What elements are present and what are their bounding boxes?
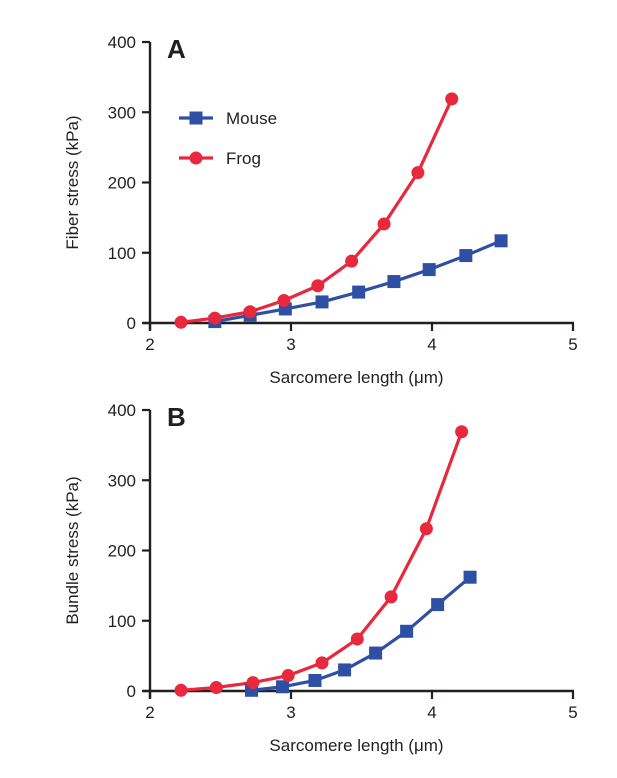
panel-b-mouse-point xyxy=(369,646,383,660)
panel-a-mouse-point xyxy=(315,295,329,309)
panel-b-mouse-point xyxy=(276,680,290,694)
panel-a-frog-point xyxy=(174,315,188,329)
panel-b-frog-point xyxy=(209,680,223,694)
panel-a-mouse-point xyxy=(352,285,366,299)
panel-b-frog-point xyxy=(350,632,364,646)
panel-b-mouse-point xyxy=(308,673,322,687)
panel-a-frog-point xyxy=(377,217,391,231)
panel-b-y-tick-label: 100 xyxy=(108,612,136,631)
panel-a-y-tick-label: 200 xyxy=(108,174,136,193)
panel-a-frog-point xyxy=(345,254,359,268)
panel-b-x-tick-label: 3 xyxy=(286,703,295,722)
legend-frog-marker xyxy=(189,151,203,165)
legend-frog-label: Frog xyxy=(226,149,261,168)
panel-a-frog-point xyxy=(411,166,425,180)
panel-a-label: A xyxy=(167,34,186,64)
panel-b-frog-point xyxy=(315,656,329,670)
panel-a-x-axis-title: Sarcomere length (μm) xyxy=(269,368,443,387)
panel-a-x-tick-label: 3 xyxy=(286,335,295,354)
panel-b-frog-point xyxy=(246,676,260,690)
panel-b-y-axis-title: Bundle stress (kPa) xyxy=(63,476,82,624)
panel-b-x-axis-title: Sarcomere length (μm) xyxy=(269,736,443,755)
panel-a-x-tick-label: 5 xyxy=(568,335,577,354)
panel-a-frog-point xyxy=(243,305,257,319)
panel-b-frog-point xyxy=(174,683,188,697)
panel-b-x-tick-label: 4 xyxy=(427,703,436,722)
panel-a-mouse-point xyxy=(422,263,436,277)
panel-b-mouse-point xyxy=(400,624,414,638)
panel-a-mouse-point xyxy=(387,275,401,289)
panel-b-mouse-point xyxy=(431,598,445,612)
panel-a-y-tick-label: 100 xyxy=(108,244,136,263)
panel-a-mouse-point xyxy=(494,234,508,248)
panel-b-mouse-point xyxy=(463,570,477,584)
legend-mouse-marker xyxy=(189,111,203,125)
panel-a-x-tick-label: 4 xyxy=(427,335,436,354)
panel-a-y-tick-label: 300 xyxy=(108,103,136,122)
panel-b-label: B xyxy=(167,402,186,432)
panel-b-frog-point xyxy=(419,522,433,536)
panel-a-frog-point xyxy=(311,279,325,293)
panel-a-y-axis-title: Fiber stress (kPa) xyxy=(63,115,82,249)
panel-b-frog-point xyxy=(281,669,295,683)
panel-b-y-tick-label: 300 xyxy=(108,471,136,490)
panel-b-x-tick-label: 5 xyxy=(568,703,577,722)
panel-a-y-tick-label: 0 xyxy=(127,314,136,333)
panel-b-y-tick-label: 0 xyxy=(127,682,136,701)
panel-a-frog-point xyxy=(208,311,222,325)
panel-a-y-tick-label: 400 xyxy=(108,33,136,52)
panel-a-frog-point xyxy=(445,92,459,106)
panel-b-mouse-point xyxy=(338,663,352,677)
panel-b-frog-point xyxy=(455,425,469,439)
panel-b-x-tick-label: 2 xyxy=(145,703,154,722)
panel-a-frog-point xyxy=(277,294,291,308)
panel-a: 0 100 200 300 400 2 3 4 5 Sarcomere length (μm) Fi… xyxy=(63,33,578,387)
panel-b-y-tick-label: 200 xyxy=(108,542,136,561)
panel-b-y-tick-label: 400 xyxy=(108,401,136,420)
legend-mouse-label: Mouse xyxy=(226,109,277,128)
panel-b-frog-line xyxy=(179,430,464,692)
panel-b-frog-point xyxy=(384,590,398,604)
panel-a-mouse-point xyxy=(459,249,473,263)
panel-a-x-tick-label: 2 xyxy=(145,335,154,354)
panel-b: 0 100 200 300 400 2 3 4 5 Sarcomere length (μm) Bu… xyxy=(63,401,578,755)
